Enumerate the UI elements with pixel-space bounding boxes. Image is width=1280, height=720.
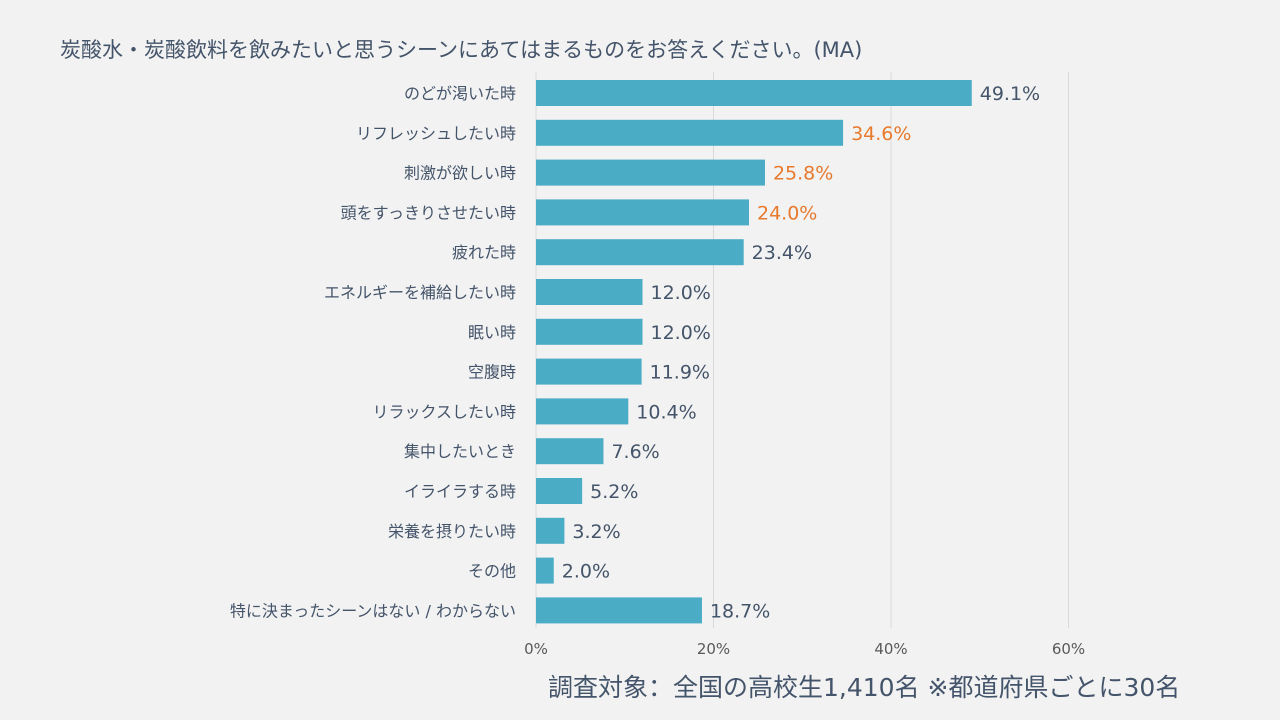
category-label: 集中したいとき	[404, 442, 516, 461]
data-label: 5.2%	[590, 481, 638, 503]
data-label: 23.4%	[752, 242, 812, 264]
bar	[536, 478, 583, 504]
category-label: 空腹時	[468, 363, 516, 382]
bar	[536, 199, 749, 226]
category-label: イライラする時	[404, 482, 516, 501]
data-label: 12.0%	[651, 282, 711, 304]
data-label: 3.2%	[572, 521, 620, 543]
chart-title: 炭酸水・炭酸飲料を飲みたいと思うシーンにあてはまるものをお答えください。(MA)	[60, 38, 863, 62]
bar	[536, 517, 565, 544]
bar	[536, 557, 554, 584]
bar	[536, 438, 604, 465]
category-label: 疲れた時	[452, 243, 516, 262]
category-label: リラックスしたい時	[372, 402, 516, 421]
data-label: 25.8%	[773, 163, 833, 185]
category-label: 栄養を摂りたい時	[388, 522, 516, 541]
category-label: のどが渇いた時	[404, 84, 516, 103]
data-label: 11.9%	[650, 362, 710, 384]
bar	[536, 398, 629, 425]
category-label: リフレッシュしたい時	[356, 124, 516, 143]
data-label: 2.0%	[562, 561, 610, 583]
data-label: 12.0%	[651, 322, 711, 344]
category-label: 眠い時	[468, 323, 516, 342]
data-label: 18.7%	[710, 600, 770, 622]
x-tick-label: 0%	[524, 640, 548, 658]
data-label: 24.0%	[757, 202, 817, 224]
data-label: 49.1%	[980, 83, 1040, 105]
bar	[536, 119, 844, 146]
x-tick-label: 20%	[697, 640, 730, 658]
category-label: 頭をすっきりさせたい時	[341, 203, 516, 222]
category-label: エネルギーを補給したい時	[324, 283, 516, 302]
footnote: 調査対象：全国の高校生1,410名 ※都道府県ごとに30名	[548, 673, 1181, 702]
data-label: 34.6%	[851, 123, 911, 145]
category-label: その他	[468, 562, 516, 581]
bar	[536, 318, 643, 345]
bar	[536, 80, 972, 106]
category-label: 特に決まったシーンはない / わからない	[230, 601, 516, 620]
bar	[536, 159, 765, 186]
data-label: 10.4%	[636, 401, 696, 423]
x-tick-label: 60%	[1052, 640, 1085, 658]
bar	[536, 358, 642, 385]
bar	[536, 239, 744, 266]
data-label: 7.6%	[611, 441, 659, 463]
x-tick-label: 40%	[874, 640, 907, 658]
category-label: 刺激が欲しい時	[404, 164, 516, 183]
bar	[536, 279, 643, 305]
bar	[536, 597, 702, 624]
